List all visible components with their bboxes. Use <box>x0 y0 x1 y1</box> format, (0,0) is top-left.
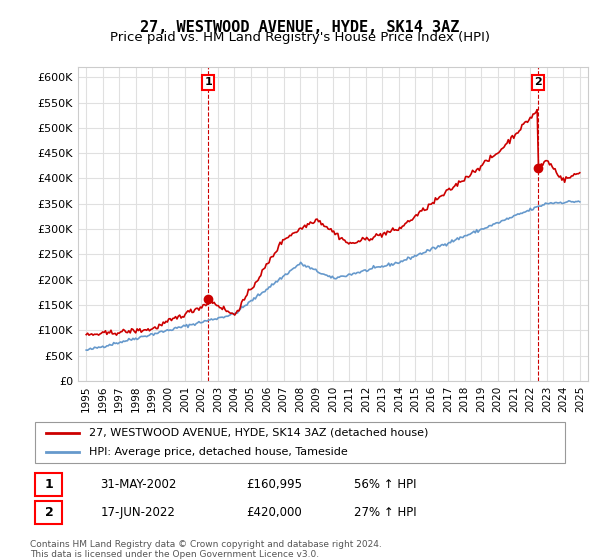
Text: £420,000: £420,000 <box>246 506 302 519</box>
Text: Price paid vs. HM Land Registry's House Price Index (HPI): Price paid vs. HM Land Registry's House … <box>110 31 490 44</box>
Text: Contains HM Land Registry data © Crown copyright and database right 2024.: Contains HM Land Registry data © Crown c… <box>30 540 382 549</box>
Text: £160,995: £160,995 <box>246 478 302 491</box>
Text: 1: 1 <box>205 77 212 87</box>
Text: 2: 2 <box>44 506 53 519</box>
Text: 17-JUN-2022: 17-JUN-2022 <box>100 506 175 519</box>
Text: This data is licensed under the Open Government Licence v3.0.: This data is licensed under the Open Gov… <box>30 550 319 559</box>
Text: 56% ↑ HPI: 56% ↑ HPI <box>354 478 416 491</box>
Text: 31-MAY-2002: 31-MAY-2002 <box>100 478 176 491</box>
FancyBboxPatch shape <box>35 501 62 524</box>
Text: HPI: Average price, detached house, Tameside: HPI: Average price, detached house, Tame… <box>89 447 348 458</box>
Text: 27, WESTWOOD AVENUE, HYDE, SK14 3AZ (detached house): 27, WESTWOOD AVENUE, HYDE, SK14 3AZ (det… <box>89 427 429 437</box>
Text: 27% ↑ HPI: 27% ↑ HPI <box>354 506 416 519</box>
FancyBboxPatch shape <box>35 473 62 496</box>
Text: 27, WESTWOOD AVENUE, HYDE, SK14 3AZ: 27, WESTWOOD AVENUE, HYDE, SK14 3AZ <box>140 20 460 35</box>
Text: 1: 1 <box>44 478 53 491</box>
FancyBboxPatch shape <box>35 422 565 463</box>
Text: 2: 2 <box>534 77 542 87</box>
